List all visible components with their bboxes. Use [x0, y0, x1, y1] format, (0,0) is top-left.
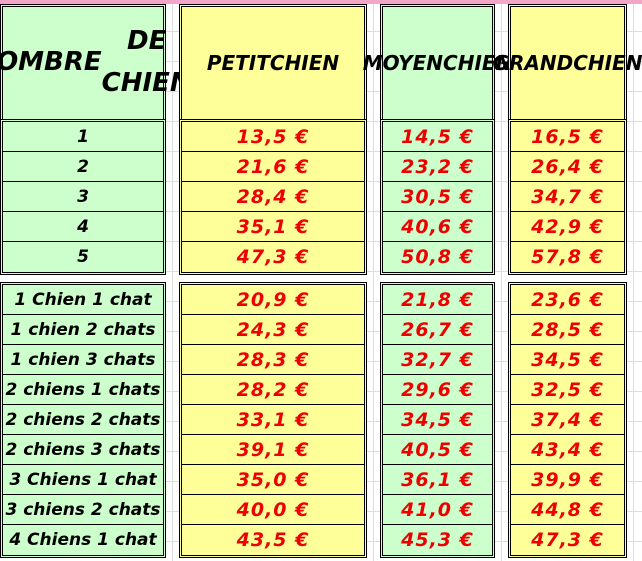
price-cell[interactable]: 43,4 €	[511, 435, 624, 465]
price-cell[interactable]: 42,9 €	[511, 212, 624, 242]
price-cell[interactable]: 21,6 €	[182, 152, 364, 182]
row-label[interactable]: 2 chiens 1 chats	[3, 375, 163, 405]
mixed-moyen-column: 21,8 €26,7 €32,7 €29,6 €34,5 €40,5 €36,1…	[380, 282, 495, 558]
row-label[interactable]: 2	[3, 152, 163, 182]
dogs-petit-column: 13,5 €21,6 €28,4 €35,1 € 47,3 €	[179, 119, 367, 275]
price-cell[interactable]: 23,6 €	[511, 285, 624, 315]
row-label[interactable]: 3 Chiens 1 chat	[3, 465, 163, 495]
price-cell[interactable]: 44,8 €	[511, 495, 624, 525]
header-line: DE CHIEN	[101, 26, 192, 98]
header-text: GRAND CHIEN	[493, 7, 642, 119]
price-cell[interactable]: 43,5 €	[236, 529, 310, 551]
header-line: GRAND	[492, 51, 574, 75]
grid-line	[373, 0, 374, 561]
dogs-moyen-column: 14,5 €23,2 €30,5 €40,6 € 50,8 €	[380, 119, 495, 275]
price-cell[interactable]: 21,8 €	[383, 285, 492, 315]
dogs-grand-column: 16,5 €26,4 €34,7 €42,9 € 57,8 €	[508, 119, 627, 275]
header-line: MOYEN	[362, 51, 444, 75]
header-line: NOMBRE	[0, 47, 102, 78]
header-petit: PETIT CHIEN	[179, 4, 367, 122]
price-cell[interactable]: 28,5 €	[511, 315, 624, 345]
price-cell[interactable]: 47,3 €	[236, 246, 310, 268]
price-cell[interactable]: 23,2 €	[383, 152, 492, 182]
price-cell[interactable]: 26,7 €	[383, 315, 492, 345]
price-cell[interactable]: 14,5 €	[383, 122, 492, 152]
price-cell[interactable]: 45,3 €	[401, 529, 474, 551]
price-cell[interactable]: 13,5 €	[182, 122, 364, 152]
row-label[interactable]: 2 chiens 3 chats	[3, 435, 163, 465]
price-cell[interactable]: 35,0 €	[182, 465, 364, 495]
header-nombre: NOMBREDE CHIEN	[0, 4, 192, 122]
price-cell[interactable]: 32,5 €	[511, 375, 624, 405]
price-cell[interactable]: 37,4 €	[511, 405, 624, 435]
price-cell[interactable]: 41,0 €	[383, 495, 492, 525]
row-label[interactable]: 1	[3, 122, 163, 152]
price-cell[interactable]: 35,1 €	[182, 212, 364, 242]
header-text: PETIT CHIEN	[182, 7, 364, 119]
grid-line	[501, 0, 502, 561]
price-cell[interactable]: 39,1 €	[182, 435, 364, 465]
grid-line	[633, 0, 634, 561]
mixed-petit-column: 20,9 €24,3 €28,3 €28,2 €33,1 €39,1 €35,0…	[179, 282, 367, 558]
price-cell[interactable]: 57,8 €	[531, 246, 604, 268]
row-label[interactable]: 4 Chiens 1 chat	[9, 530, 157, 550]
header-strip	[0, 0, 642, 4]
price-cell[interactable]: 28,4 €	[182, 182, 364, 212]
row-label[interactable]: 4	[3, 212, 163, 242]
header-line: CHIEN	[443, 51, 513, 75]
header-moyen: MOYEN CHIEN	[363, 4, 513, 122]
row-label[interactable]: 1 chien 2 chats	[3, 315, 163, 345]
price-cell[interactable]: 47,3 €	[531, 529, 604, 551]
price-cell[interactable]: 40,6 €	[383, 212, 492, 242]
price-cell[interactable]: 16,5 €	[511, 122, 624, 152]
row-label[interactable]: 5	[77, 247, 89, 267]
price-cell[interactable]: 50,8 €	[401, 246, 474, 268]
row-label[interactable]: 1 Chien 1 chat	[3, 285, 163, 315]
price-cell[interactable]: 24,3 €	[182, 315, 364, 345]
header-text: NOMBREDE CHIEN	[0, 7, 192, 119]
row-label[interactable]: 1 chien 3 chats	[3, 345, 163, 375]
price-cell[interactable]: 30,5 €	[383, 182, 492, 212]
mixed-grand-column: 23,6 €28,5 €34,5 €32,5 €37,4 €43,4 €39,9…	[508, 282, 627, 558]
header-grand: GRAND CHIEN	[493, 4, 642, 122]
price-cell[interactable]: 20,9 €	[182, 285, 364, 315]
price-cell[interactable]: 26,4 €	[511, 152, 624, 182]
row-label[interactable]: 2 chiens 2 chats	[3, 405, 163, 435]
price-cell[interactable]: 28,2 €	[182, 375, 364, 405]
header-line: CHIEN	[269, 51, 340, 75]
price-cell[interactable]: 34,5 €	[511, 345, 624, 375]
price-cell[interactable]: 32,7 €	[383, 345, 492, 375]
price-cell[interactable]: 34,5 €	[383, 405, 492, 435]
price-cell[interactable]: 36,1 €	[383, 465, 492, 495]
price-cell[interactable]: 33,1 €	[182, 405, 364, 435]
header-text: MOYEN CHIEN	[363, 7, 513, 119]
grid-line	[172, 0, 173, 561]
row-label[interactable]: 3	[3, 182, 163, 212]
price-cell[interactable]: 39,9 €	[511, 465, 624, 495]
row-label[interactable]: 3 chiens 2 chats	[3, 495, 163, 525]
price-cell[interactable]: 28,3 €	[182, 345, 364, 375]
price-cell[interactable]: 40,0 €	[182, 495, 364, 525]
header-line: CHIEN	[573, 51, 642, 75]
price-cell[interactable]: 29,6 €	[383, 375, 492, 405]
header-line: PETIT	[206, 51, 270, 75]
mixed-nombre-column: 1 Chien 1 chat 1 chien 2 chats 1 chien 3 c…	[0, 282, 166, 558]
price-cell[interactable]: 40,5 €	[383, 435, 492, 465]
price-cell[interactable]: 34,7 €	[511, 182, 624, 212]
